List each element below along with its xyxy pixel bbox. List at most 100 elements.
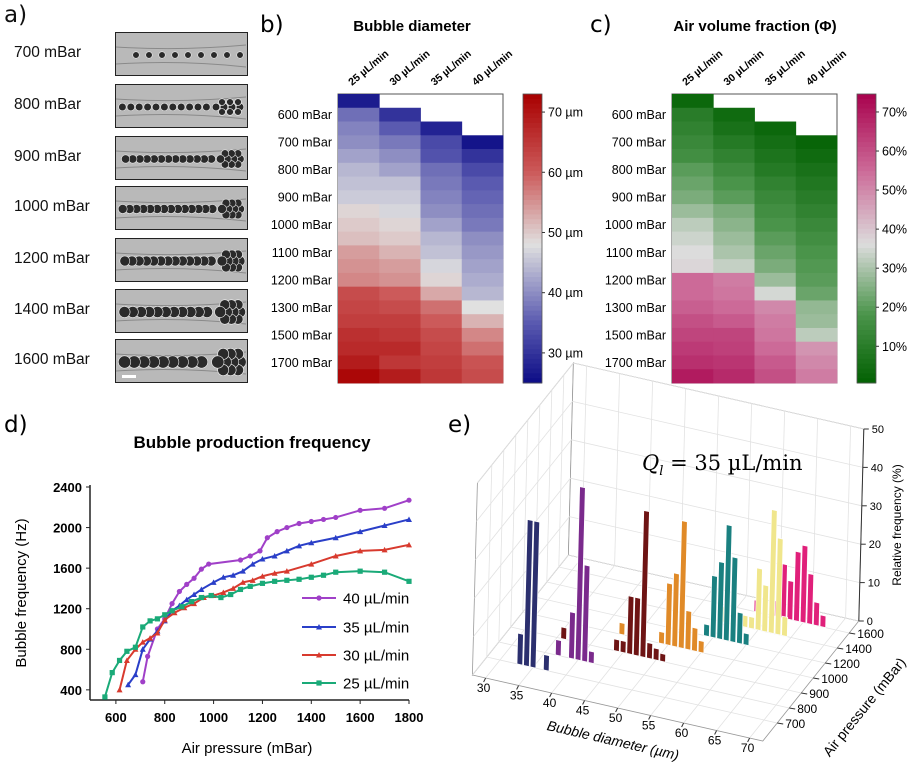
data-point	[381, 522, 388, 529]
y-tick-label: 2400	[53, 480, 82, 495]
data-point	[332, 534, 339, 541]
colorbar-segment	[857, 243, 876, 249]
heatmap-cell	[672, 176, 714, 191]
heatmap-cell	[420, 149, 463, 164]
x-tick-label: 65	[708, 734, 722, 748]
heatmap-cell	[379, 149, 421, 164]
histogram-bar	[742, 632, 750, 647]
colorbar-segment	[523, 195, 542, 201]
row-label: 600 mBar	[278, 108, 332, 122]
data-point	[272, 578, 278, 584]
histogram-700-mbar	[516, 519, 550, 672]
colorbar-segment	[523, 252, 542, 259]
heatmap-cell	[795, 204, 838, 219]
colorbar-segment	[857, 142, 876, 148]
bubble	[118, 355, 132, 369]
grid-line	[746, 403, 752, 596]
heatmap-cell	[713, 217, 755, 233]
bubble	[126, 102, 135, 112]
grid-line	[570, 477, 861, 545]
histogram-1200-mbar	[703, 524, 750, 647]
heatmap-cell	[461, 300, 504, 315]
heatmap-cell	[672, 204, 714, 219]
colorbar-segment	[857, 224, 876, 230]
histogram-1600-mbar	[753, 544, 827, 629]
bubble	[171, 51, 179, 59]
colorbar-segment	[523, 180, 542, 187]
heatmap-cell	[379, 341, 421, 356]
series-line	[103, 570, 410, 698]
heatmap-cell	[713, 204, 755, 219]
histogram-bar	[716, 561, 725, 641]
y-tick	[813, 677, 820, 680]
pressure-label: 700 mBar	[14, 44, 82, 61]
data-point	[296, 576, 302, 582]
colorbar-segment	[523, 378, 542, 384]
heatmap-cell	[379, 327, 421, 343]
data-point	[239, 568, 246, 574]
x-tick-label: 70	[741, 741, 755, 755]
x-tick	[615, 707, 619, 713]
bubble	[236, 51, 244, 59]
colorbar-segment	[523, 98, 542, 105]
colorbar-segment	[523, 122, 542, 129]
histogram-1000-mbar	[618, 520, 705, 654]
bubble	[211, 102, 221, 112]
data-point	[320, 516, 327, 523]
colorbar-tick-label: 40 µm	[548, 286, 583, 300]
colorbar-segment	[523, 368, 542, 374]
x-tick-label: 60	[675, 726, 689, 740]
channel-wall	[115, 44, 247, 68]
colorbar-segment	[857, 175, 876, 182]
data-point	[162, 612, 168, 618]
heatmap-cell	[713, 121, 755, 136]
data-point	[230, 585, 237, 591]
heatmap-cell	[713, 176, 755, 191]
colorbar-segment	[857, 267, 876, 273]
heatmap-cell	[672, 272, 714, 288]
colorbar-segment	[523, 354, 542, 360]
y-tick-label: 1600	[857, 627, 884, 641]
series-35-ul-min	[125, 516, 412, 688]
heatmap-cell	[672, 94, 714, 109]
data-point	[247, 553, 253, 559]
legend-label: 35 µL/min	[343, 620, 409, 637]
colorbar-segment	[857, 291, 876, 297]
heatmap-cell	[713, 355, 755, 370]
column-label: 40 µL/min	[470, 48, 515, 88]
grid-line	[617, 587, 714, 709]
z-tick-label: 50	[872, 424, 884, 436]
heatmap-cell	[795, 327, 838, 343]
bar3d-diameter-histograms: 3035404550556065707008009001000120014001…	[471, 361, 884, 755]
data-point	[271, 570, 278, 576]
heatmap-cell	[461, 176, 504, 191]
histogram-bar	[691, 626, 699, 653]
heatmap-cell	[672, 341, 714, 356]
histogram-bar	[581, 564, 591, 663]
data-point	[169, 608, 175, 614]
colorbar-segment	[523, 185, 542, 191]
y-tick-label: 400	[60, 683, 82, 698]
histogram-bar	[819, 614, 827, 629]
heatmap-cell	[338, 121, 380, 136]
grid-line	[475, 439, 572, 561]
heatmap-cell	[754, 231, 797, 246]
histogram-bar	[703, 623, 710, 638]
data-point	[274, 529, 280, 535]
heatmap-cell	[338, 190, 380, 205]
data-point	[296, 542, 303, 549]
grid-line	[474, 477, 571, 599]
heatmap-cell	[461, 369, 504, 384]
data-point	[147, 618, 153, 624]
data-point	[140, 624, 146, 630]
x-tick-label: 1400	[297, 710, 326, 725]
heatmap-cell	[420, 341, 463, 356]
data-point	[183, 596, 190, 603]
heatmap-cell	[379, 217, 421, 233]
colorbar-segment	[857, 344, 876, 350]
colorbar-segment	[523, 175, 542, 182]
colorbar-segment	[523, 166, 542, 172]
colorbar-segment	[523, 190, 542, 196]
data-point	[154, 616, 161, 622]
grid-line	[569, 516, 860, 583]
